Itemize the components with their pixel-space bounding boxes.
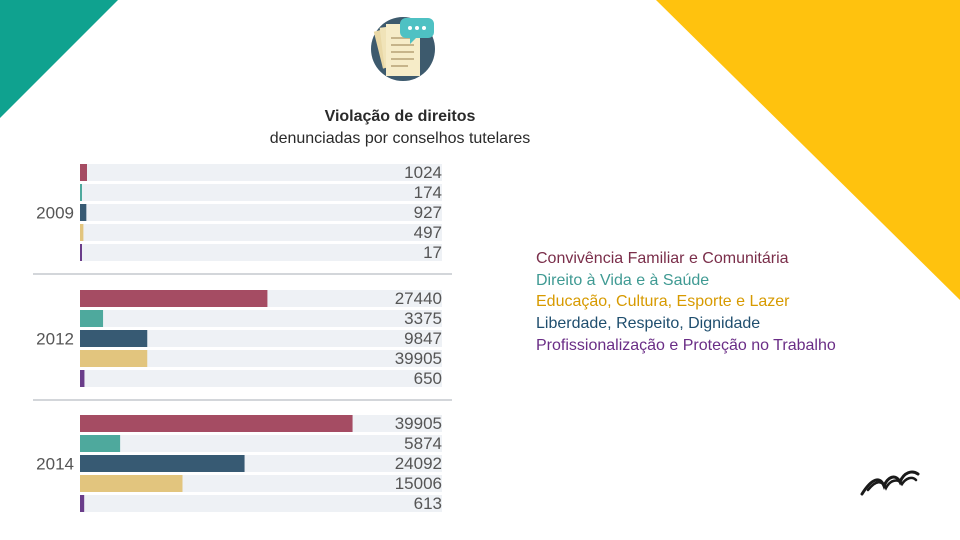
bar-track [80,435,442,452]
data-label: 39905 [395,349,442,368]
bird-logo-icon [860,470,920,496]
bar-2009-4 [80,224,84,241]
bar-2012-5 [80,370,85,387]
document-chat-icon [371,17,435,81]
bar-track [80,164,442,181]
title-line-2: denunciadas por conselhos tutelares [269,130,531,147]
bar-track [80,184,442,201]
bar-2012-1 [80,290,268,307]
chart-title: Violação de direitos denunciadas por con… [200,106,600,150]
year-label-2012: 2012 [36,330,74,349]
data-label: 24092 [395,454,442,473]
data-label: 174 [414,183,442,202]
bar-track [80,244,442,261]
bar-2009-3 [80,204,87,221]
year-label-2014: 2014 [36,455,74,474]
legend-item-1: Convivência Familiar e Comunitária [536,250,789,267]
bar-track [80,224,442,241]
bar-track [80,370,442,387]
legend-item-4: Liberdade, Respeito, Dignidade [536,315,761,333]
bar-2014-2 [80,435,121,452]
legend-item-3: Educação, Cultura, Esporte e Lazer [536,293,790,311]
year-label-2009: 2009 [36,204,74,223]
data-label: 17 [423,243,442,262]
bar-2014-4 [80,475,183,492]
bar-2014-3 [80,455,245,472]
bar-2009-2 [80,184,82,201]
data-label: 650 [414,369,442,388]
bar-track [80,310,442,327]
bar-track [80,350,442,367]
bar-2009-5 [80,244,82,261]
data-label: 5874 [404,434,442,453]
data-label: 927 [414,203,442,222]
data-label: 1024 [404,163,442,182]
bar-track [80,495,442,512]
data-label: 613 [414,494,442,513]
bar-2014-5 [80,495,85,512]
bar-2009-1 [80,164,87,181]
title-line-1: Violação de direitos [324,108,476,125]
data-label: 27440 [395,289,442,308]
legend: Convivência Familiar e Comunitária Direi… [536,248,836,357]
legend-item-2: Direito à Vida e à Saúde [536,271,710,289]
bar-2012-4 [80,350,148,367]
legend-item-5: Profissionalização e Proteção no Trabalh… [536,336,836,354]
data-label: 3375 [404,309,442,328]
data-label: 39905 [395,414,442,433]
bar-2014-1 [80,415,353,432]
data-label: 15006 [395,474,442,493]
bar-2012-3 [80,330,148,347]
bar-track [80,204,442,221]
bar-2012-2 [80,310,104,327]
bar-track [80,330,442,347]
data-label: 497 [414,223,442,242]
data-label: 9847 [404,329,442,348]
